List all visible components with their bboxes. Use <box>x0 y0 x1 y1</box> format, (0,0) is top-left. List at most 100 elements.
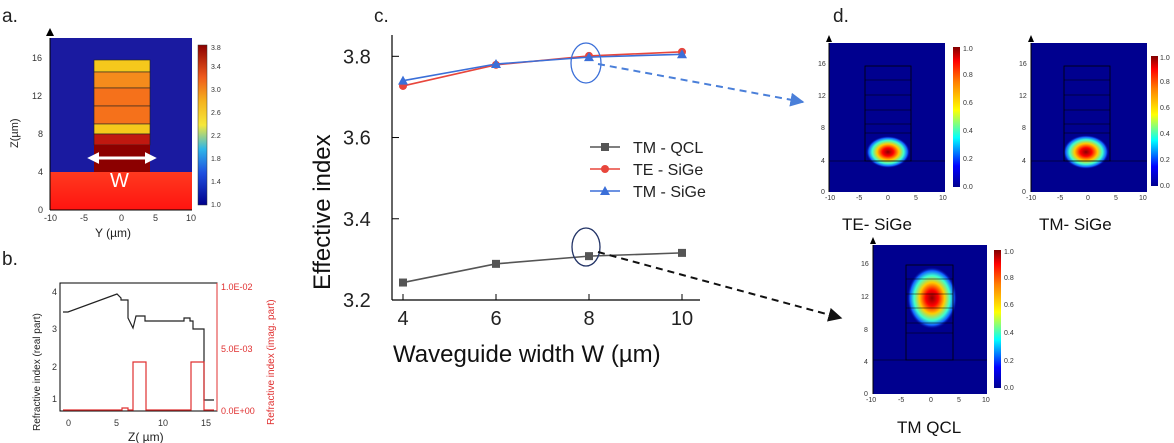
svg-text:8: 8 <box>864 327 868 334</box>
width-label: W <box>110 170 129 192</box>
svg-text:1.8: 1.8 <box>211 156 221 163</box>
mode-map-tm-sige-ticks: 0 4 8 12 16 -10 -5 0 5 10 0.0 0.2 0.4 0.… <box>1019 55 1170 202</box>
svg-text:-5: -5 <box>1057 195 1063 202</box>
svg-text:0.4: 0.4 <box>1160 131 1170 138</box>
svg-text:-5: -5 <box>80 213 88 223</box>
svg-text:0.0: 0.0 <box>1160 183 1170 190</box>
svg-text:4: 4 <box>38 167 43 177</box>
svg-text:10: 10 <box>1139 195 1147 202</box>
svg-text:-5: -5 <box>898 397 904 404</box>
svg-text:0: 0 <box>929 397 933 404</box>
svg-text:-10: -10 <box>44 213 57 223</box>
data-point-triangle <box>584 52 594 62</box>
y-tick-label: 3.2 <box>343 290 371 312</box>
svg-text:0.6: 0.6 <box>963 100 973 107</box>
svg-text:1.0: 1.0 <box>1004 249 1014 256</box>
svg-text:0.4: 0.4 <box>1004 330 1014 337</box>
mode-map-tm-sige <box>1028 35 1158 192</box>
svg-text:5: 5 <box>1114 195 1118 202</box>
caption-tm-sige: TM- SiGe <box>1039 215 1112 234</box>
panel-b-xticks: 0 5 10 15 <box>66 418 211 428</box>
svg-text:5: 5 <box>153 213 158 223</box>
svg-text:1.0: 1.0 <box>211 202 221 209</box>
mode-map-tm-qcl <box>870 237 1001 394</box>
svg-text:4: 4 <box>821 158 825 165</box>
svg-text:10: 10 <box>939 195 947 202</box>
panel-b-plot <box>59 282 218 412</box>
svg-text:10: 10 <box>982 397 990 404</box>
caption-te-sige: TE- SiGe <box>842 215 912 234</box>
svg-text:0: 0 <box>119 213 124 223</box>
data-point-triangle <box>491 59 501 69</box>
svg-text:5: 5 <box>914 195 918 202</box>
svg-text:0.2: 0.2 <box>1160 157 1170 164</box>
legend-label-tm-sige: TM - SiGe <box>633 184 706 201</box>
svg-text:0: 0 <box>38 205 43 215</box>
panel-c-ylabel: Effective index <box>309 134 336 290</box>
arrow-to-sige-modes <box>597 63 805 107</box>
caption-tm-qcl: TM QCL <box>897 418 961 437</box>
svg-text:0.4: 0.4 <box>963 128 973 135</box>
svg-text:-5: -5 <box>856 195 862 202</box>
svg-text:-10: -10 <box>825 195 835 202</box>
svg-text:12: 12 <box>861 294 869 301</box>
legend-marker-triangle <box>600 186 610 195</box>
legend-label-tm-qcl: TM - QCL <box>633 140 703 157</box>
svg-text:0: 0 <box>1022 189 1026 196</box>
svg-text:0: 0 <box>821 189 825 196</box>
panel-c-legend: TM - QCL TE - SiGe TM - SiGe <box>590 140 706 201</box>
panel-label-b: b. <box>2 249 18 270</box>
svg-text:-10: -10 <box>866 397 876 404</box>
svg-text:0: 0 <box>864 391 868 398</box>
x-tick-label: 8 <box>583 308 594 330</box>
highlight-circle-qcl <box>571 227 601 267</box>
svg-text:1.0: 1.0 <box>1160 55 1170 62</box>
legend-marker-circle <box>601 165 609 173</box>
svg-text:8: 8 <box>1022 125 1026 132</box>
svg-text:0.0: 0.0 <box>963 184 973 191</box>
svg-text:8: 8 <box>38 129 43 139</box>
mode-map-te-sige <box>826 35 960 192</box>
series-line-1 <box>402 51 683 87</box>
svg-text:0.0E+00: 0.0E+00 <box>221 406 255 416</box>
svg-text:0.2: 0.2 <box>1004 358 1014 365</box>
panel-b-yticks-left: 1 2 3 4 <box>52 287 57 404</box>
svg-text:16: 16 <box>861 261 869 268</box>
legend-marker-square <box>601 143 609 151</box>
panel-label-a: a. <box>2 6 18 27</box>
svg-text:1.0: 1.0 <box>963 46 973 53</box>
panel-a-xticks: -10 -5 0 5 10 <box>44 213 196 223</box>
panel-b-ylabel-right: Refractive index (imag. part) <box>266 299 277 425</box>
panel-a-ylabel: Z(µm) <box>9 118 21 148</box>
svg-text:15: 15 <box>201 418 211 428</box>
panel-b-ylabel-left: Refractive index (real part) <box>32 313 43 431</box>
panel-a-plot: W <box>46 28 192 211</box>
svg-text:2: 2 <box>52 362 57 372</box>
svg-text:4: 4 <box>52 287 57 297</box>
svg-text:4: 4 <box>864 359 868 366</box>
data-point-triangle <box>398 75 408 85</box>
x-tick-label: 6 <box>490 308 501 330</box>
svg-text:10: 10 <box>186 213 196 223</box>
svg-text:16: 16 <box>32 53 42 63</box>
legend-label-te-sige: TE - SiGe <box>633 162 703 179</box>
svg-text:4: 4 <box>1022 158 1026 165</box>
svg-text:5.0E-03: 5.0E-03 <box>221 344 253 354</box>
highlight-circle-sige <box>570 42 602 84</box>
mode-map-te-sige-ticks: 0 4 8 12 16 -10 -5 0 5 10 0.0 0.2 0.4 0.… <box>818 46 973 202</box>
data-point-square <box>585 252 593 261</box>
svg-text:3: 3 <box>52 324 57 334</box>
panel-label-c: c. <box>374 6 389 27</box>
svg-text:1.4: 1.4 <box>211 179 221 186</box>
svg-text:0.2: 0.2 <box>963 156 973 163</box>
svg-text:0: 0 <box>1086 195 1090 202</box>
y-tick-label: 3.4 <box>343 209 371 231</box>
arrow-to-qcl-mode <box>597 251 843 322</box>
svg-text:5: 5 <box>957 397 961 404</box>
data-point-square <box>492 259 500 268</box>
svg-text:3.8: 3.8 <box>211 45 221 52</box>
svg-text:0.8: 0.8 <box>1160 79 1170 86</box>
svg-text:0.8: 0.8 <box>963 72 973 79</box>
panel-b-xlabel: Z( µm) <box>128 430 164 443</box>
